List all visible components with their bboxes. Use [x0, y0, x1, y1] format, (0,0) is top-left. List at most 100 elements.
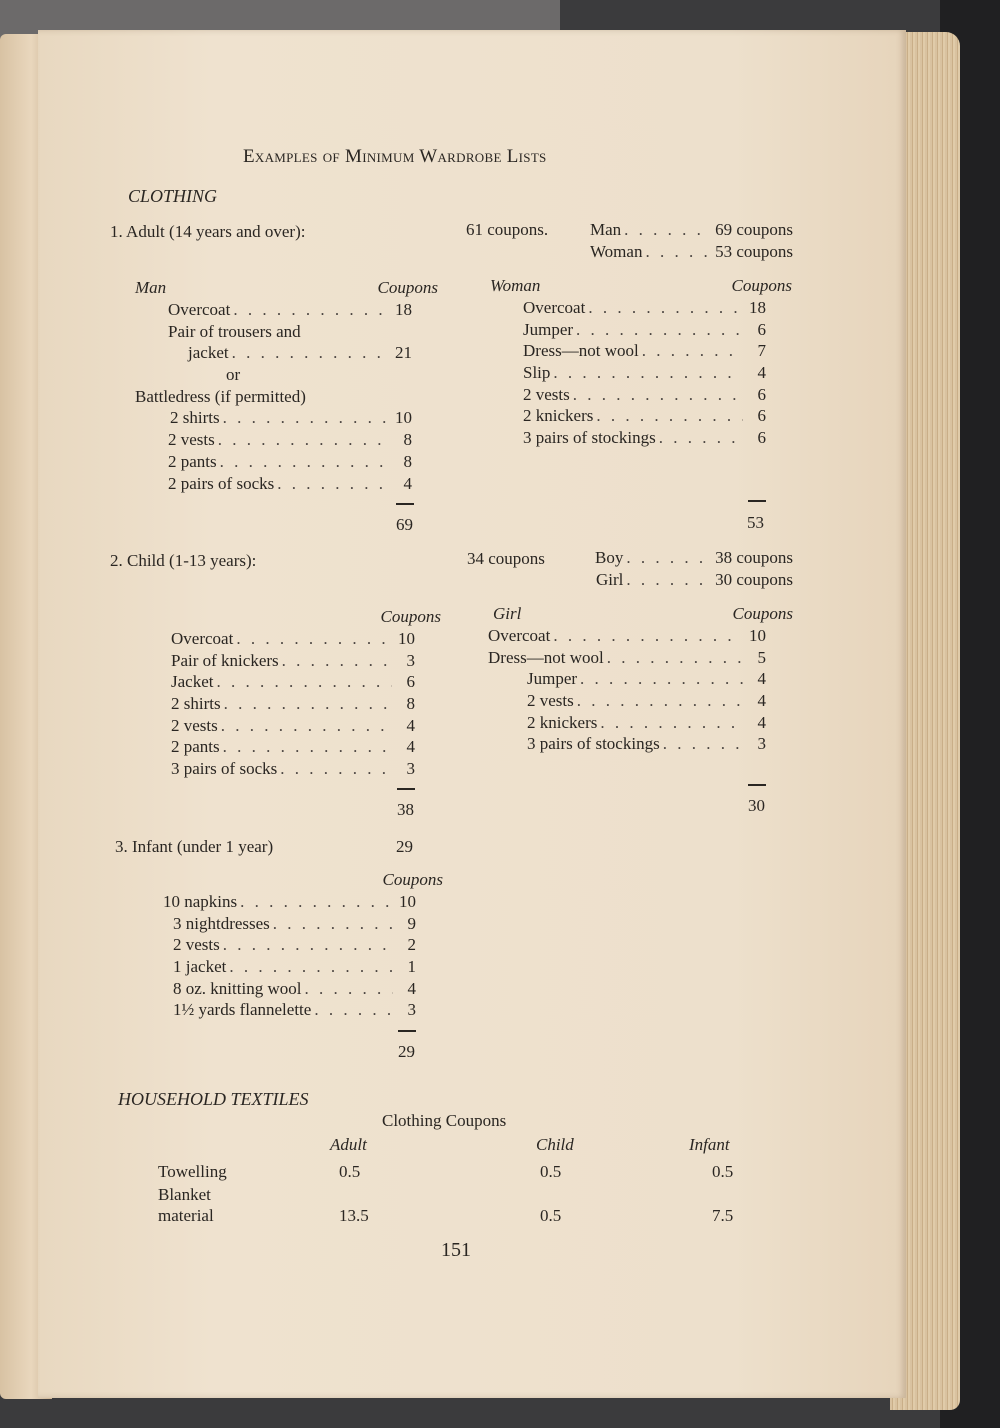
item-coupons: 7	[757, 341, 767, 361]
dot-leader	[663, 733, 743, 755]
item-coupons: 6	[757, 428, 767, 448]
list-item: 3 pairs of stockings 3	[488, 733, 766, 755]
item-label: Pair of knickers	[171, 650, 279, 670]
dot-leader	[576, 319, 743, 341]
adult-coupons: 61 coupons.	[466, 220, 549, 239]
infant-coupons: 29	[396, 837, 413, 856]
dot-leader	[220, 451, 389, 473]
dot-leader	[314, 999, 393, 1021]
item-label: Overcoat	[488, 626, 551, 645]
total-rule	[397, 788, 415, 790]
child-totals: Boy 38 coupons Girl 30 coupons	[595, 547, 793, 590]
page-number: 151	[441, 1239, 471, 1261]
item-coupons: 21	[395, 343, 412, 363]
value: 69 coupons	[715, 220, 793, 239]
list-item: or	[135, 364, 412, 386]
list-item: 2 vests 4	[488, 690, 766, 712]
dot-leader	[596, 405, 743, 427]
total-rule	[398, 1030, 416, 1032]
item-coupons: 4	[757, 363, 767, 383]
list-item: Overcoat 10	[171, 628, 415, 650]
item-coupons: 9	[407, 913, 417, 933]
col-infant: Infant	[689, 1135, 730, 1154]
item-coupons: 4	[406, 715, 416, 735]
adult-man-total-line: Man 69 coupons Woman 53 coupons	[590, 219, 793, 262]
list-item: Pair of knickers 3	[171, 650, 415, 672]
item-label: 8 oz. knitting wool	[173, 978, 302, 998]
list-item: 2 pants 4	[171, 736, 415, 758]
item-coupons: 18	[395, 300, 412, 319]
infant-list: 10 napkins103 nightdresses92 vests21 jac…	[163, 891, 416, 1021]
dot-leader	[218, 429, 389, 451]
label: Girl	[596, 569, 624, 589]
item-label: 2 vests	[527, 691, 574, 711]
item-coupons: 1	[407, 957, 417, 977]
dot-leader	[233, 299, 389, 321]
list-item: jacket 21	[135, 342, 412, 364]
cell: 0.5	[339, 1162, 361, 1181]
item-label: 2 knickers	[523, 406, 594, 426]
item-label: Jacket	[171, 672, 214, 692]
girl-coupons-header: Coupons	[732, 604, 793, 623]
item-coupons: 4	[406, 737, 416, 757]
item-label: 3 pairs of stockings	[527, 734, 660, 754]
dot-leader	[282, 650, 392, 672]
boy-total: 38	[397, 800, 414, 819]
col-child: Child	[536, 1135, 574, 1154]
list-item: Jumper 6	[523, 319, 766, 341]
household-subheading: Clothing Coupons	[382, 1111, 507, 1130]
item-coupons: 8	[403, 451, 413, 471]
item-label: 3 nightdresses	[173, 913, 270, 933]
item-label: 2 shirts	[171, 694, 221, 714]
dot-leader	[573, 384, 743, 406]
row-blanket-label-1: Blanket	[158, 1185, 211, 1204]
item-label: Dress—not wool	[488, 647, 604, 667]
list-item: 1½ yards flannelette 3	[163, 999, 416, 1021]
cell: 0.5	[540, 1206, 562, 1225]
girl-list: Overcoat 10 Dress—not wool 5 Jumper 4 2 vests 4…	[488, 625, 766, 755]
list-item: 2 pants 8	[135, 451, 412, 473]
col-adult: Adult	[330, 1135, 367, 1154]
household-heading: HOUSEHOLD TEXTILES	[118, 1089, 309, 1109]
list-item: Overcoat 18	[135, 299, 412, 321]
item-label: 2 pants	[168, 451, 217, 471]
item-label: jacket	[188, 343, 229, 363]
cell: 0.5	[712, 1162, 734, 1181]
woman-header: Woman	[490, 276, 541, 295]
child-heading: 2. Child (1-13 years):	[110, 551, 257, 570]
list-item: 2 knickers 4	[488, 712, 766, 734]
list-item: Dress—not wool 5	[488, 647, 766, 669]
label: Woman	[590, 241, 643, 261]
item-label: 2 shirts	[170, 408, 220, 428]
list-item: Jacket 6	[171, 671, 415, 693]
item-label: Battledress (if permitted)	[135, 386, 306, 406]
item-coupons: 3	[406, 650, 416, 670]
value: 53 coupons	[715, 241, 793, 261]
dot-leader	[553, 625, 743, 647]
boy-coupons-header: Coupons	[380, 607, 441, 626]
dot-leader	[607, 647, 743, 669]
dot-leader	[600, 712, 743, 734]
item-label: 1 jacket	[173, 957, 227, 977]
dot-leader	[232, 342, 389, 364]
list-item: Jumper 4	[488, 668, 766, 690]
cell: 7.5	[712, 1206, 734, 1225]
list-item: 3 nightdresses 9	[163, 913, 416, 935]
dot-leader	[240, 891, 393, 913]
list-item: 2 shirts 8	[171, 693, 415, 715]
item-label: 3 pairs of socks	[171, 759, 278, 779]
dot-leader	[304, 978, 393, 1000]
dot-leader	[588, 297, 743, 319]
dot-leader	[659, 427, 743, 449]
item-coupons: 10	[398, 629, 415, 648]
infant-heading: 3. Infant (under 1 year)	[115, 837, 274, 856]
item-coupons: 10	[749, 626, 766, 645]
row-towelling-label: Towelling	[158, 1162, 227, 1181]
dot-leader	[236, 628, 392, 650]
cell: 0.5	[540, 1162, 562, 1181]
item-coupons: 6	[757, 406, 767, 426]
list-item: 2 shirts 10	[135, 407, 412, 429]
item-coupons: 10	[395, 408, 412, 428]
cell: 13.5	[339, 1206, 369, 1225]
item-label: 2 vests	[173, 935, 220, 955]
